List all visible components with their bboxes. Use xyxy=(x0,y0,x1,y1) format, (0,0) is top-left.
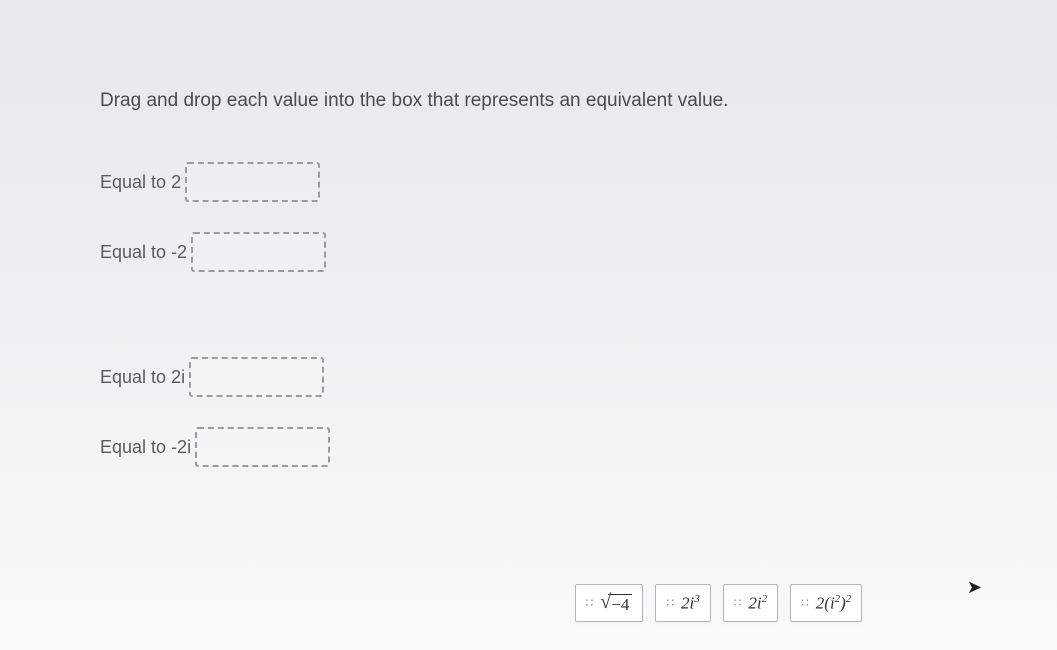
drag-item-2i-cubed[interactable]: ∷ 2i3 xyxy=(655,584,710,622)
grip-icon: ∷ xyxy=(666,600,673,606)
drop-row-equal-2i: Equal to 2i xyxy=(100,357,957,397)
drop-box-equal-2i[interactable] xyxy=(189,357,324,397)
row-label: Equal to 2 xyxy=(100,172,181,193)
drop-box-equal-2[interactable] xyxy=(185,162,320,202)
drop-box-equal-neg2i[interactable] xyxy=(195,427,330,467)
drag-item-2i-squared[interactable]: ∷ 2i2 xyxy=(723,584,778,622)
drop-row-equal-neg2: Equal to -2 xyxy=(100,232,957,272)
drag-item-sqrt-neg4[interactable]: ∷ √ −4 xyxy=(575,584,644,622)
drop-row-equal-neg2i: Equal to -2i xyxy=(100,427,957,467)
row-label: Equal to 2i xyxy=(100,367,185,388)
drag-item-tray: ∷ √ −4 ∷ 2i3 ∷ 2i2 ∷ 2(i2)2 xyxy=(0,584,1057,622)
grip-icon: ∷ xyxy=(734,600,741,606)
drop-row-equal-2: Equal to 2 xyxy=(100,162,957,202)
row-label: Equal to -2 xyxy=(100,242,187,263)
drag-item-2-isq-sq[interactable]: ∷ 2(i2)2 xyxy=(790,584,862,622)
grip-icon: ∷ xyxy=(801,600,808,606)
instruction-text: Drag and drop each value into the box th… xyxy=(100,90,957,112)
grip-icon: ∷ xyxy=(586,600,593,606)
drop-target-list: Equal to 2 Equal to -2 Equal to 2i Equal… xyxy=(100,162,957,467)
drop-box-equal-neg2[interactable] xyxy=(191,232,326,272)
row-label: Equal to -2i xyxy=(100,437,191,458)
